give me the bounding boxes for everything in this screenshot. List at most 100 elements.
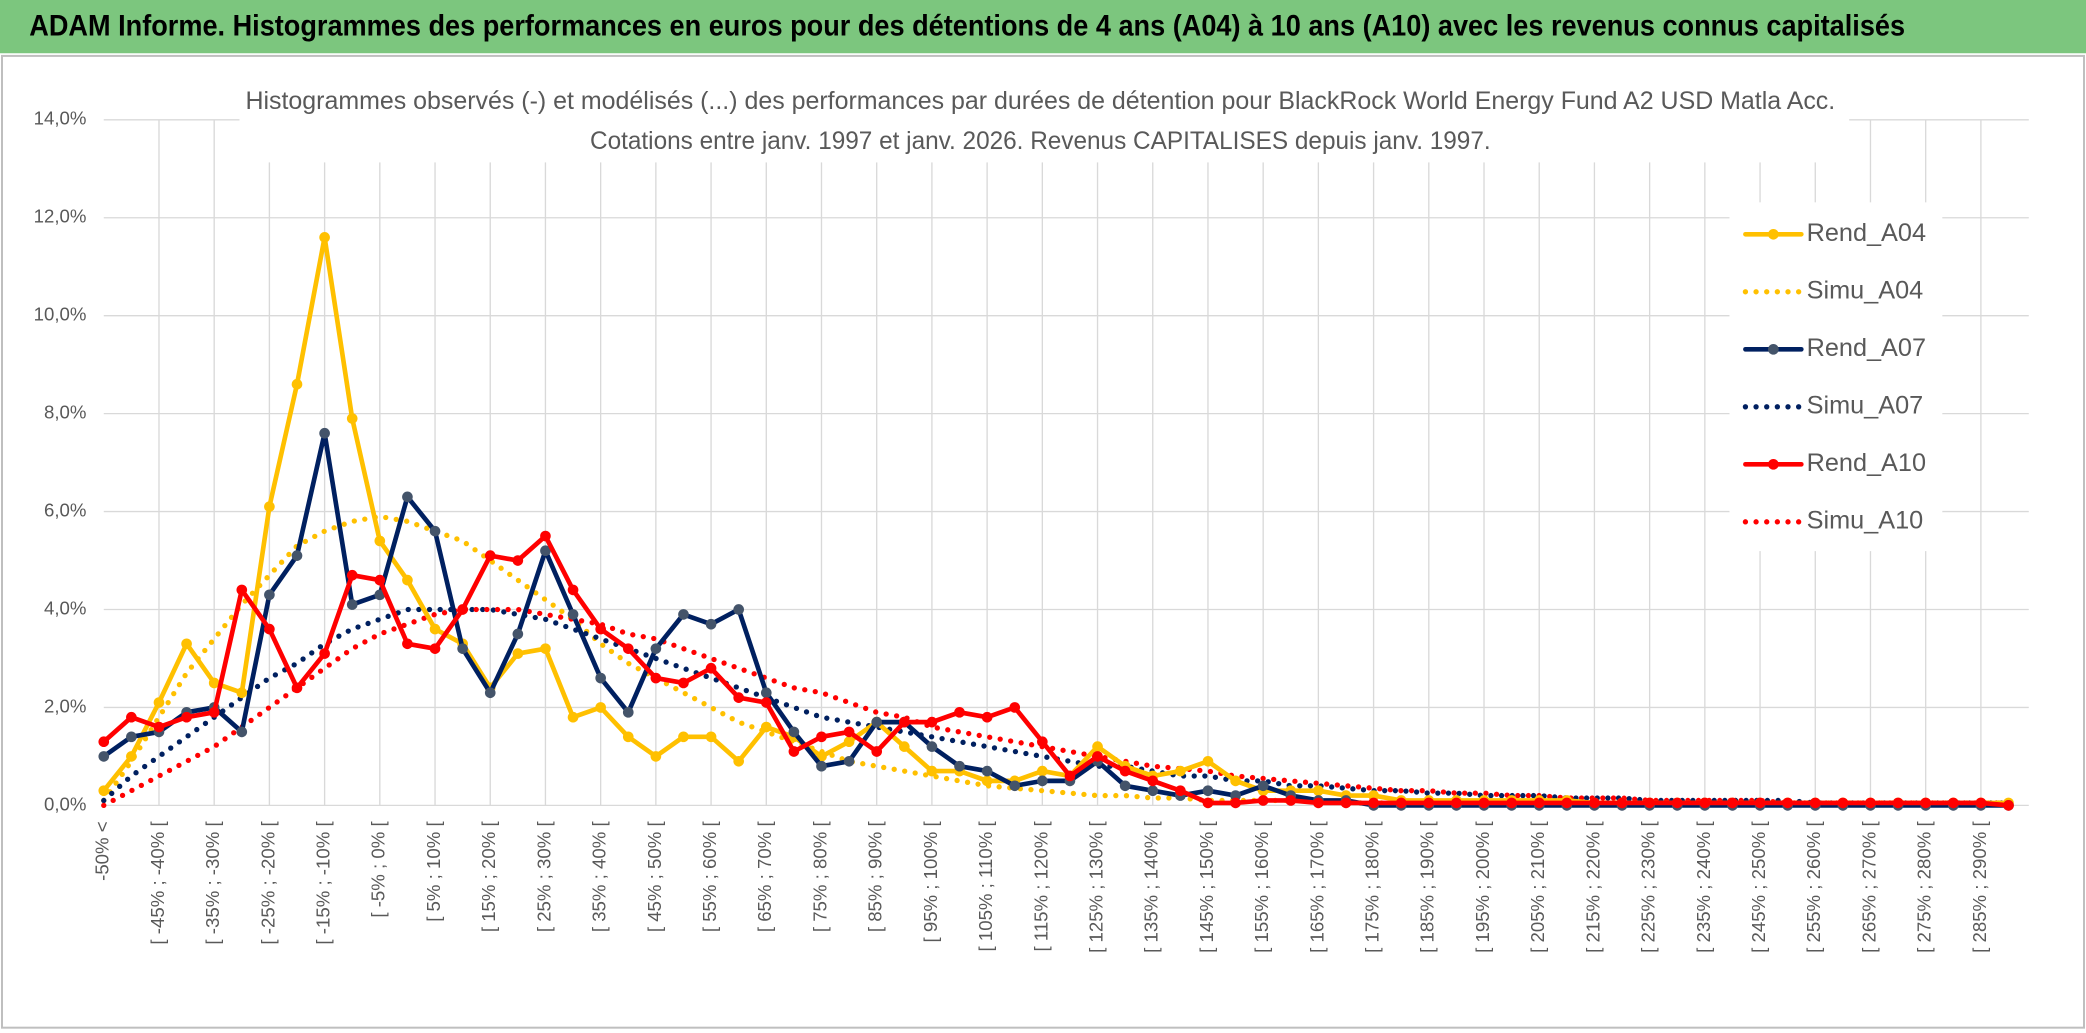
x-tick-label: [ 5% ; 10% [ (423, 821, 444, 922)
series-marker (512, 628, 524, 640)
series-marker (1809, 797, 1821, 809)
series-marker (1395, 797, 1407, 809)
series-marker (595, 702, 606, 713)
series-marker (181, 711, 192, 723)
series-marker (1037, 736, 1048, 748)
series-marker (981, 711, 993, 723)
series-marker (678, 677, 689, 689)
series-marker (954, 707, 965, 718)
series-marker (1202, 785, 1214, 797)
y-tick-label: 0,0% (44, 793, 86, 814)
series-marker (1975, 797, 1987, 809)
series-marker (126, 751, 137, 762)
series-marker (98, 785, 110, 797)
series-marker (567, 609, 579, 620)
series-marker (98, 751, 110, 762)
header-bar (0, 0, 2086, 54)
series-marker (1947, 797, 1959, 809)
x-tick-label: [ 205% ; 210% [ (1527, 821, 1548, 953)
series-marker (484, 550, 496, 561)
y-tick-label: 6,0% (44, 499, 86, 520)
series-marker (1092, 741, 1103, 752)
series-marker (1837, 797, 1849, 809)
x-tick-label: [ -5% ; 0% [ (368, 821, 389, 918)
x-tick-label: [ 195% ; 200% [ (1472, 821, 1493, 953)
x-tick-label: [ 125% ; 130% [ (1085, 821, 1106, 953)
series-marker (1202, 797, 1214, 809)
series-marker (512, 648, 524, 659)
legend-label: Simu_A10 (1807, 506, 1924, 534)
series-marker (1009, 702, 1021, 713)
series-marker (236, 687, 248, 699)
series-marker (622, 643, 634, 654)
header-title: ADAM Informe. Histogrammes des performan… (29, 11, 1905, 43)
series-marker (898, 741, 910, 752)
series-marker (429, 643, 441, 654)
series-marker (816, 760, 827, 772)
series-marker (816, 751, 827, 762)
series-marker (1561, 797, 1573, 809)
series-marker (208, 707, 220, 718)
series-marker (1699, 797, 1711, 809)
x-tick-label: [ 235% ; 240% [ (1693, 821, 1714, 953)
x-tick-label: [ 155% ; 160% [ (1251, 821, 1272, 953)
series-marker (402, 574, 413, 586)
series-marker (871, 716, 883, 728)
series-marker (871, 746, 883, 757)
series-marker (1340, 797, 1352, 809)
series-marker (319, 648, 330, 659)
legend-label: Simu_A07 (1807, 391, 1924, 419)
series-marker (153, 721, 165, 733)
x-tick-label: [ 215% ; 220% [ (1582, 821, 1603, 953)
series-marker (650, 751, 662, 762)
series-marker (1009, 780, 1021, 792)
series-marker (540, 530, 551, 542)
series-marker (1313, 785, 1324, 797)
x-tick-label: [ 25% ; 30% [ (533, 821, 554, 933)
series-marker (126, 731, 137, 743)
series-marker (374, 589, 386, 601)
series-marker (595, 672, 606, 684)
series-marker (567, 584, 579, 596)
series-marker (1230, 790, 1241, 801)
x-tick-label: [ -25% ; -20% [ (257, 821, 278, 945)
x-tick-label: [ 55% ; 60% [ (699, 821, 720, 933)
series-marker (1147, 785, 1159, 797)
series-marker (843, 755, 855, 767)
y-tick-label: 8,0% (44, 402, 86, 423)
series-marker (1423, 797, 1435, 809)
series-marker (319, 427, 330, 439)
series-marker (291, 682, 303, 694)
series-marker (567, 711, 579, 723)
series-marker (374, 574, 386, 586)
x-tick-label: [ 65% ; 70% [ (754, 821, 775, 933)
series-marker (705, 618, 717, 630)
series-marker (153, 697, 165, 708)
series-marker (1313, 797, 1324, 809)
series-marker (705, 662, 717, 674)
series-marker (402, 638, 413, 650)
series-marker (595, 623, 606, 635)
x-tick-label: [ 285% ; 290% [ (1969, 821, 1990, 953)
series-marker (346, 569, 358, 581)
series-marker (1064, 770, 1076, 782)
series-marker (1782, 797, 1793, 809)
series-marker (1147, 775, 1159, 787)
series-marker (1892, 797, 1904, 809)
x-tick-label: [ 85% ; 90% [ (865, 821, 886, 933)
series-marker (457, 604, 468, 615)
series-marker (1865, 797, 1876, 809)
series-marker (402, 491, 413, 503)
series-marker (816, 731, 827, 743)
legend-label: Rend_A07 (1807, 334, 1926, 362)
series-marker (954, 760, 965, 772)
series-marker (1175, 765, 1186, 777)
series-marker (622, 707, 634, 718)
series-marker (291, 378, 303, 390)
series-marker (181, 638, 192, 650)
title-box (239, 79, 1850, 163)
series-marker (264, 589, 275, 601)
legend-marker (1768, 458, 1779, 470)
legend-label: Simu_A04 (1807, 276, 1924, 304)
